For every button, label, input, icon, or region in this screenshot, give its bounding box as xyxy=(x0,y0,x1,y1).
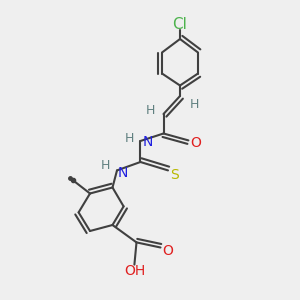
Text: Cl: Cl xyxy=(172,17,188,32)
Text: OH: OH xyxy=(124,264,145,278)
Text: H: H xyxy=(189,98,199,111)
Text: N: N xyxy=(117,166,128,180)
Text: H: H xyxy=(125,131,134,145)
Text: N: N xyxy=(142,135,153,148)
Text: O: O xyxy=(162,244,173,258)
Text: S: S xyxy=(170,168,179,182)
Text: H: H xyxy=(146,103,156,117)
Text: H: H xyxy=(101,159,111,172)
Text: O: O xyxy=(190,136,201,150)
